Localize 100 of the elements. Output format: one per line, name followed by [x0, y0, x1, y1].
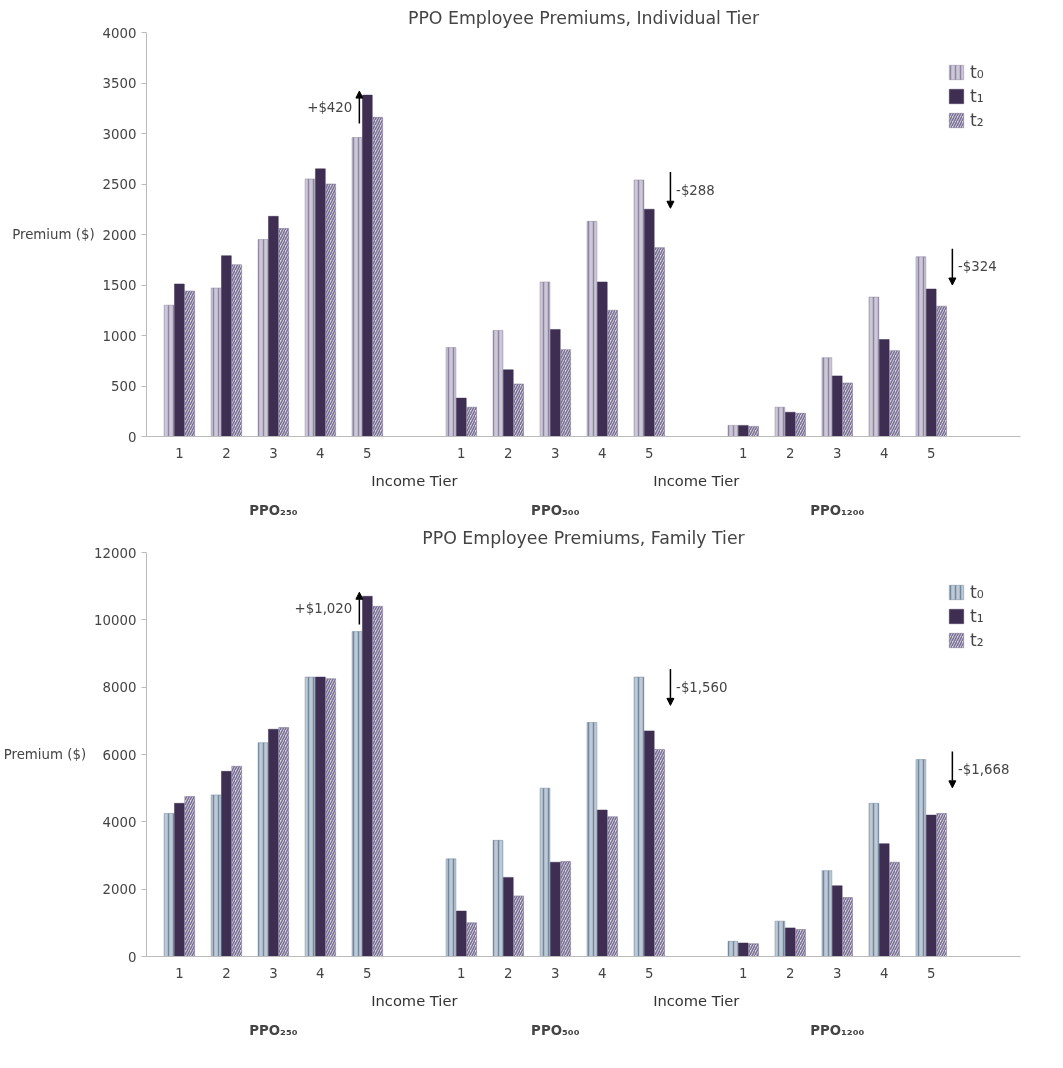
x-tick-label: 3 [833, 445, 842, 461]
bar [362, 596, 373, 957]
bar [315, 676, 326, 957]
x-tick-label: 1 [457, 445, 466, 461]
bar [456, 397, 467, 437]
bar [785, 412, 796, 437]
bar [738, 942, 749, 957]
annotation: -$288 [676, 182, 715, 198]
bar [221, 255, 232, 437]
x-tick-label: 2 [504, 445, 513, 461]
bar [879, 843, 890, 957]
text: PPO₂₅₀ [249, 502, 298, 518]
x-axis-title: Income Tier [371, 991, 459, 1009]
legend-label: t₂ [970, 110, 985, 130]
y-axis-title: Premium ($) [3, 747, 87, 762]
x-tick-label: 1 [175, 965, 184, 981]
y-axis-title: Premium ($) [12, 227, 95, 242]
bar [550, 861, 561, 957]
x-tick-label: 3 [269, 965, 278, 981]
text: -$1,668 [958, 762, 1010, 778]
bar [644, 209, 655, 437]
legend-label: t₀ [970, 582, 985, 602]
x-tick-label: 4 [316, 965, 325, 981]
x-tick-label: 1 [175, 445, 184, 461]
bar [738, 425, 749, 437]
y-tick-label: 3500 [102, 76, 137, 91]
bar [268, 216, 279, 437]
text: Income Tier [653, 471, 740, 489]
x-tick-label: 5 [363, 445, 372, 461]
bar [362, 94, 373, 437]
x-tick-label: 2 [222, 445, 231, 461]
x-tick-label: 4 [316, 445, 325, 461]
y-tick-label: 1000 [102, 328, 137, 344]
text: PPO₁₂₀₀ [810, 1022, 865, 1038]
x-axis-title: Income Tier [371, 471, 459, 489]
y-tick-label: 2000 [102, 227, 137, 243]
text: -$324 [958, 259, 997, 275]
x-tick-label: 5 [645, 445, 654, 461]
legend-label: t₀ [970, 62, 985, 82]
bar [221, 771, 232, 957]
text: PPO₅₀₀ [531, 1022, 580, 1038]
legend-label: t₁ [970, 86, 985, 106]
y-tick-label: 0 [128, 949, 137, 965]
legend-label: t₁ [970, 606, 985, 626]
bar [926, 288, 937, 437]
y-tick-label: 12000 [94, 545, 137, 561]
x-tick-label: 4 [598, 965, 607, 981]
bar [268, 729, 279, 957]
y-tick-label: 0 [128, 429, 137, 445]
y-tick-label: 1500 [102, 278, 137, 293]
bar [597, 281, 608, 437]
bar [503, 877, 514, 957]
y-tick-label: 500 [111, 379, 137, 394]
text: PPO₂₅₀ [249, 1022, 298, 1038]
bar [926, 814, 937, 957]
y-tick-label: 2000 [102, 882, 137, 898]
chart-title: PPO Employee Premiums, Family Tier [422, 527, 746, 548]
y-tick-label: 4000 [102, 25, 137, 41]
bar [879, 339, 890, 437]
y-tick-label: 2500 [102, 177, 137, 192]
bar [456, 910, 467, 957]
text: Income Tier [653, 991, 740, 1009]
bar [785, 927, 796, 957]
text: PPO₅₀₀ [531, 502, 580, 518]
y-tick-label: 3000 [102, 126, 137, 142]
x-tick-label: 4 [879, 965, 889, 981]
x-tick-label: 1 [457, 965, 466, 981]
x-tick-label: 1 [739, 445, 748, 461]
x-tick-label: 2 [504, 965, 513, 981]
x-tick-label: 2 [222, 965, 231, 981]
annotation: +$1,020 [294, 600, 353, 616]
x-tick-label: 4 [879, 445, 889, 461]
bar [644, 730, 655, 957]
x-tick-label: 5 [645, 965, 654, 981]
bar [597, 809, 608, 957]
legend-label: t₂ [970, 630, 985, 650]
bar [550, 329, 561, 437]
bar [832, 885, 843, 957]
x-tick-label: 3 [551, 445, 560, 461]
x-tick-label: 3 [833, 965, 842, 981]
x-tick-label: 5 [926, 965, 936, 981]
x-tick-label: 4 [598, 445, 607, 461]
x-tick-label: 2 [786, 965, 795, 981]
annotation: +$420 [307, 99, 353, 115]
x-tick-label: 5 [926, 445, 936, 461]
y-tick-label: 6000 [102, 747, 137, 763]
x-tick-label: 3 [269, 445, 278, 461]
chart-title: PPO Employee Premiums, Individual Tier [407, 7, 760, 28]
bar [174, 803, 185, 957]
x-tick-label: 3 [551, 965, 560, 981]
bar [503, 369, 514, 437]
y-tick-label: 8000 [102, 680, 137, 696]
y-tick-label: 10000 [94, 612, 137, 628]
bar [832, 375, 843, 437]
x-tick-label: 5 [363, 965, 372, 981]
text: PPO₁₂₀₀ [810, 502, 865, 518]
y-tick-label: 4000 [102, 814, 137, 830]
bar [174, 283, 185, 437]
bar [315, 168, 326, 437]
annotation: -$1,560 [676, 679, 728, 695]
